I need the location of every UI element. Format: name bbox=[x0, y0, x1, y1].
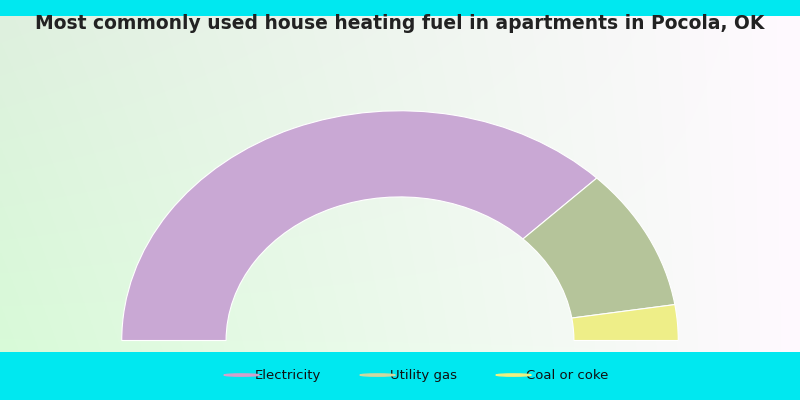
Text: Electricity: Electricity bbox=[254, 368, 321, 382]
Circle shape bbox=[496, 374, 531, 376]
Text: Utility gas: Utility gas bbox=[390, 368, 458, 382]
Circle shape bbox=[360, 374, 395, 376]
Circle shape bbox=[224, 374, 259, 376]
Wedge shape bbox=[572, 304, 678, 340]
Wedge shape bbox=[122, 111, 597, 340]
Text: Coal or coke: Coal or coke bbox=[526, 368, 609, 382]
Text: Most commonly used house heating fuel in apartments in Pocola, OK: Most commonly used house heating fuel in… bbox=[35, 14, 765, 33]
Wedge shape bbox=[523, 178, 675, 318]
